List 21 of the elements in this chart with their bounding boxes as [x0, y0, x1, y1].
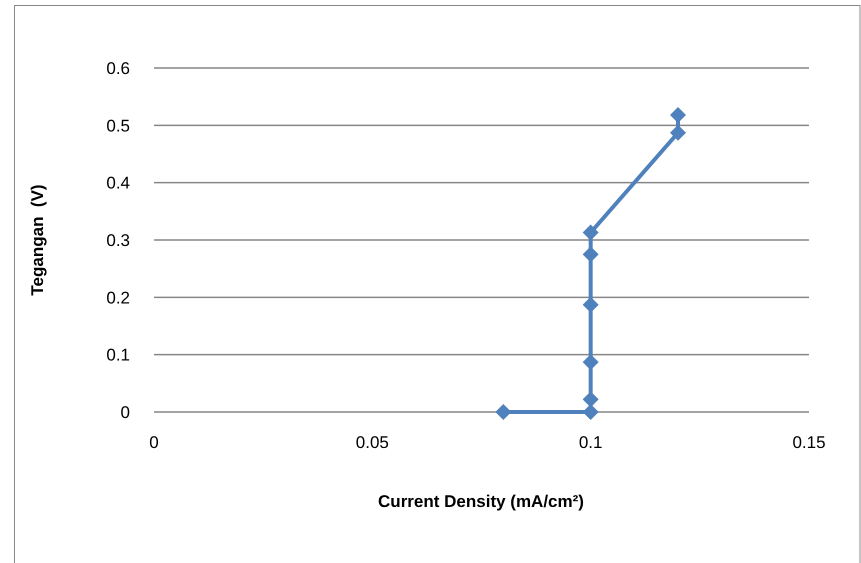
- x-tick-label: 0.05: [356, 432, 389, 452]
- y-tick-label: 0.6: [106, 58, 130, 78]
- point: [582, 224, 599, 241]
- point: [582, 296, 599, 313]
- y-axis-title: Tegangan (V): [28, 184, 47, 296]
- y-tick-label: 0.3: [106, 230, 130, 250]
- point: [582, 354, 599, 370]
- point: [582, 391, 599, 408]
- x-tick-label: 0: [149, 432, 159, 452]
- y-tick-label: 0.2: [106, 288, 130, 308]
- y-tick-label: 0.5: [106, 116, 130, 136]
- x-tick-label: 0.15: [792, 432, 826, 452]
- x-tick-label: 0.1: [578, 432, 602, 452]
- point: [670, 124, 686, 141]
- point: [582, 404, 599, 420]
- point: [582, 246, 599, 262]
- y-tick-label: 0.1: [106, 346, 130, 365]
- point: [495, 404, 512, 420]
- y-tick-label: 0.4: [106, 174, 130, 193]
- y-tick-label: 0: [120, 402, 130, 422]
- x-axis-title: Current Density (mA/cm²): [378, 492, 584, 511]
